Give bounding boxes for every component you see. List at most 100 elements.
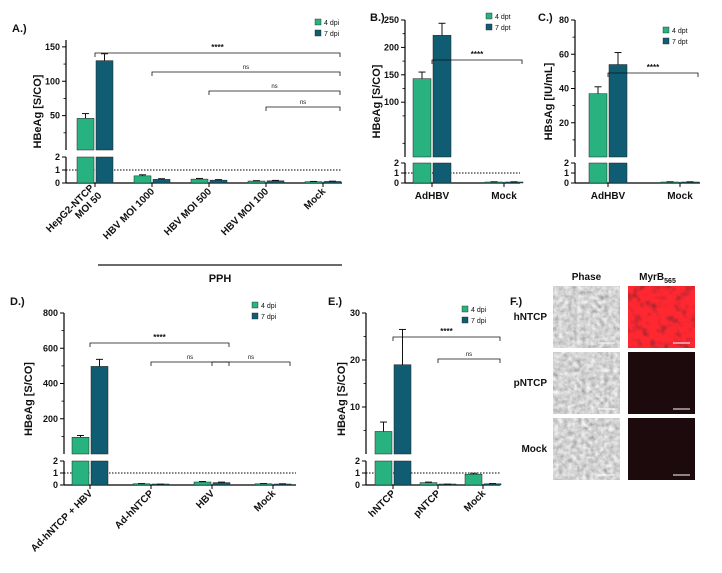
significance-bracket: ns xyxy=(150,355,230,366)
column-header-phase: Phase xyxy=(572,272,602,283)
bar-segment xyxy=(266,180,285,184)
bar-segment-lower xyxy=(76,156,95,184)
x-category-line: HBV MOI 1000 xyxy=(101,186,157,242)
y-tick-label: 30 xyxy=(350,308,360,318)
bar-segment xyxy=(212,482,231,486)
x-category-label: HepG2-NTCPMOI 50 xyxy=(44,183,104,243)
x-category-label: Mock xyxy=(667,191,693,202)
y-tick-label: 1 xyxy=(53,468,58,478)
bar-4-dpt xyxy=(484,181,504,184)
bar-7-dpi xyxy=(483,483,502,486)
y-tick-label: 150 xyxy=(384,70,399,80)
chart-d: D.) 0 1 2 200 400 600 800 HBeAg [S/CO] Ad-hNTCP +… xyxy=(10,296,300,554)
y-tick-label: 60 xyxy=(559,49,569,59)
y-tick-label: 2 xyxy=(355,456,360,466)
bar-segment-lower xyxy=(374,460,393,486)
bar-segment-lower xyxy=(71,460,90,486)
x-category-label: Ad-hNTCP xyxy=(113,488,156,531)
x-category-line: Ad-hNTCP + HBV xyxy=(29,488,95,554)
y-tick-label: 0 xyxy=(55,178,60,188)
y-tick-label: 2 xyxy=(53,456,58,466)
bar-segment-upper xyxy=(608,64,628,158)
x-category-line: HBV MOI 100 xyxy=(219,186,271,238)
y-tick-label: 0 xyxy=(394,178,399,188)
significance-bracket: ns xyxy=(151,65,341,76)
axis-break xyxy=(360,454,504,461)
legend-label: 4 dpt xyxy=(495,14,511,21)
x-category-label: Mock xyxy=(252,488,278,514)
x-category-line: hNTCP xyxy=(367,488,399,520)
significance-bracket: **** xyxy=(392,327,501,341)
x-category-label: HBV MOI 500 xyxy=(162,186,214,238)
significance-bracket: ns xyxy=(437,352,501,363)
fluorescence-image xyxy=(628,286,695,348)
bar-segment xyxy=(419,482,438,486)
bar-7-dpi xyxy=(209,179,228,184)
x-category-label: Ad-hNTCP + HBV xyxy=(29,488,95,554)
bracket-line xyxy=(208,90,341,95)
bracket-label: **** xyxy=(440,327,453,336)
bracket-line xyxy=(607,72,699,77)
y-axis-label: HBeAg [S/CO] xyxy=(32,74,44,148)
y-tick-label: 0 xyxy=(53,480,58,490)
panel-label: E.) xyxy=(328,296,342,308)
x-category-line: HBV xyxy=(194,488,217,511)
fluorescence-image xyxy=(628,352,695,414)
bar-segment-upper xyxy=(374,431,393,455)
myrb-subscript: 565 xyxy=(664,278,676,285)
y-tick-label: 600 xyxy=(43,343,58,353)
y-tick-label: 200 xyxy=(384,42,399,52)
x-category-line: pNTCP xyxy=(412,488,444,520)
y-tick-label: 2 xyxy=(564,158,569,168)
bar-segment-lower xyxy=(90,460,109,486)
significance-bracket: ns xyxy=(208,84,341,95)
bracket-label: ns xyxy=(243,65,249,71)
y-tick-label: 1 xyxy=(55,165,60,175)
legend-swatch xyxy=(314,18,322,26)
bar-7-dpi xyxy=(273,483,292,486)
panel-label: F.) xyxy=(510,296,523,308)
bar-segment xyxy=(152,179,171,184)
axis-break xyxy=(399,157,524,163)
y-axis-label: HBeAg [S/CO] xyxy=(336,362,348,436)
bar-7-dpi xyxy=(266,179,285,184)
legend-label: 4 dpi xyxy=(471,307,487,314)
bracket-line xyxy=(392,336,501,341)
bar-segment-lower xyxy=(608,162,628,184)
y-tick-label: 50 xyxy=(50,111,60,121)
x-category-label: HBV xyxy=(194,488,217,511)
fluorescence-image xyxy=(628,418,695,480)
y-tick-label: 20 xyxy=(350,355,360,365)
bar-segment xyxy=(209,179,228,184)
bar-segment-lower xyxy=(588,162,608,184)
bar-segment-lower xyxy=(95,156,114,184)
bar-segment-upper xyxy=(71,437,90,455)
column-header-myrb: MyrB565 xyxy=(639,272,676,285)
bar-4-dpi xyxy=(304,180,323,184)
legend-swatch xyxy=(461,316,469,324)
chart-b: B.) 012 100 150 200 250 HBeAg [S/CO] AdHBV Mock *… xyxy=(370,12,524,202)
x-category-label: pNTCP xyxy=(412,488,444,520)
y-tick-label: 20 xyxy=(559,118,569,128)
bar-7-dpt xyxy=(608,52,628,184)
x-category-label: hNTCP xyxy=(367,488,399,520)
bracket-label: ns xyxy=(466,352,472,358)
chart-a: A.) 0 1 2 50 100 150 HBeAg [S/CO] HepG2-NTCPMOI … xyxy=(12,18,346,285)
bar-4-dpi xyxy=(133,174,152,184)
legend-label: 7 dpi xyxy=(261,314,277,321)
y-tick-label: 400 xyxy=(43,379,58,389)
bar-4-dpi xyxy=(464,472,483,486)
legend-label: 7 dpt xyxy=(495,25,511,32)
bar-segment-lower xyxy=(393,460,412,486)
bar-segment xyxy=(193,481,212,486)
bar-4-dpt xyxy=(588,86,608,184)
legend-swatch xyxy=(662,37,670,45)
bar-7-dpt xyxy=(432,22,452,184)
chart-c: C.) 012 20 40 60 80 HBsAg [IU/mL] AdHBV Mock ****… xyxy=(538,12,704,202)
y-tick-label: 1 xyxy=(564,168,569,178)
bracket-line xyxy=(265,106,341,111)
group-label: PPH xyxy=(209,273,232,285)
row-label: hNTCP xyxy=(514,312,548,323)
bar-4-dpi xyxy=(419,481,438,486)
